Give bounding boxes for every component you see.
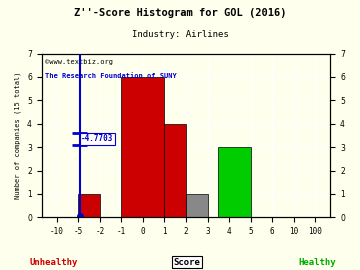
Bar: [121, 77, 165, 217]
Bar: [186, 194, 208, 217]
Text: Healthy: Healthy: [298, 258, 336, 266]
Text: The Research Foundation of SUNY: The Research Foundation of SUNY: [45, 73, 176, 79]
Bar: [78, 194, 100, 217]
Y-axis label: Number of companies (15 total): Number of companies (15 total): [15, 72, 22, 199]
Text: Unhealthy: Unhealthy: [30, 258, 78, 266]
Text: Z''-Score Histogram for GOL (2016): Z''-Score Histogram for GOL (2016): [74, 8, 286, 18]
Text: ©www.textbiz.org: ©www.textbiz.org: [45, 59, 113, 65]
Text: Industry: Airlines: Industry: Airlines: [132, 30, 228, 39]
Text: -4.7703: -4.7703: [81, 134, 113, 143]
Text: Score: Score: [174, 258, 201, 266]
Bar: [165, 124, 186, 217]
Bar: [219, 147, 251, 217]
